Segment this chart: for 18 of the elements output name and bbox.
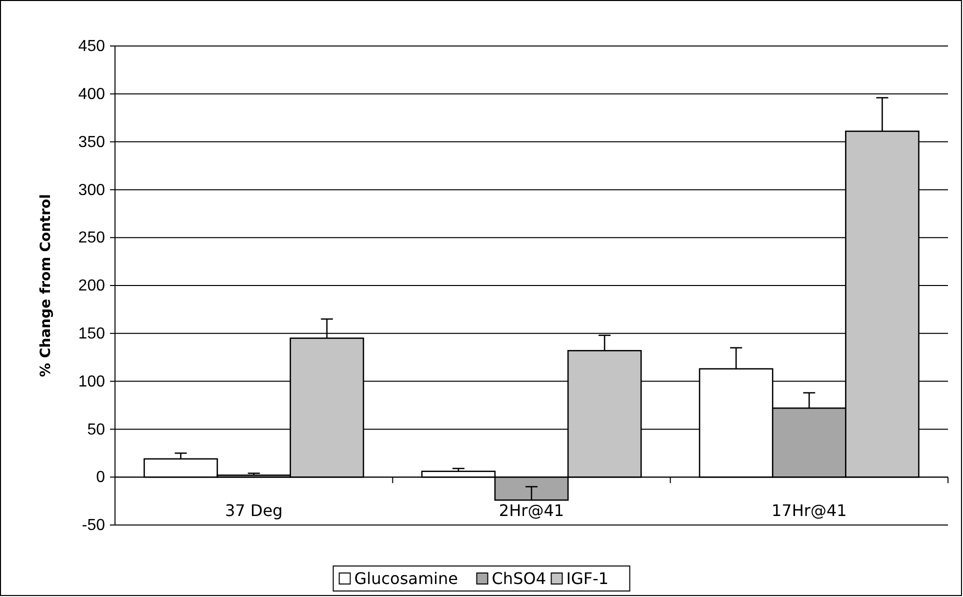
legend-label: Glucosamine <box>354 569 458 588</box>
y-tick-label: 100 <box>78 373 106 390</box>
legend-label: ChSO4 <box>492 569 546 588</box>
y-tick-label: 450 <box>78 38 106 56</box>
y-tick-label: 50 <box>87 421 106 438</box>
y-tick-label: -50 <box>82 517 106 534</box>
y-axis-title: % Change from Control <box>38 194 54 377</box>
y-tick-label: 300 <box>78 182 106 199</box>
y-tick-label: 250 <box>78 230 106 247</box>
y-tick-label: 150 <box>78 326 106 343</box>
x-tick-label: 2Hr@41 <box>498 501 564 520</box>
x-tick-label: 37 Deg <box>224 501 283 520</box>
y-tick-label: 400 <box>78 86 106 104</box>
y-tick-label: 200 <box>78 278 106 295</box>
y-tick-label: 350 <box>78 134 106 151</box>
y-tick-label: 0 <box>96 469 106 486</box>
legend-label: IGF-1 <box>566 569 609 588</box>
x-tick-label: 17Hr@41 <box>772 501 847 520</box>
